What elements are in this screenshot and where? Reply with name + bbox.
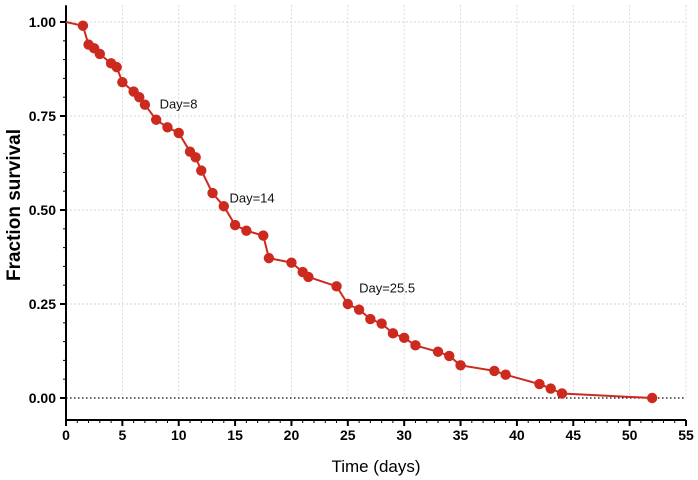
x-tick-label: 0 xyxy=(62,427,70,443)
data-point xyxy=(646,392,658,404)
y-tick-label: 1.00 xyxy=(29,14,56,30)
x-tick-label: 45 xyxy=(565,427,581,443)
data-point xyxy=(500,369,511,380)
data-point xyxy=(387,328,399,339)
data-point xyxy=(455,360,466,371)
x-tick-label: 40 xyxy=(509,427,525,443)
data-point xyxy=(207,187,218,199)
data-point xyxy=(534,378,545,390)
data-point xyxy=(444,350,455,362)
data-point xyxy=(117,76,128,88)
data-point xyxy=(556,388,568,399)
data-point xyxy=(545,383,556,394)
data-point xyxy=(150,114,162,125)
x-tick-label: 35 xyxy=(453,427,469,443)
data-point xyxy=(111,61,122,73)
data-point xyxy=(263,252,275,264)
x-tick-label: 30 xyxy=(396,427,412,443)
data-point xyxy=(196,165,207,176)
data-point xyxy=(77,20,89,31)
x-tick-label: 20 xyxy=(284,427,300,443)
data-point xyxy=(134,92,145,103)
y-tick-label: 0.00 xyxy=(29,390,56,406)
data-point xyxy=(173,127,184,139)
y-tick-label: 0.25 xyxy=(29,296,56,312)
x-axis-title: Time (days) xyxy=(331,457,420,476)
data-point xyxy=(286,257,297,268)
x-tick-label: 10 xyxy=(171,427,187,443)
y-tick-label: 0.50 xyxy=(29,202,56,218)
data-point xyxy=(190,152,201,163)
grid-lines xyxy=(66,5,687,398)
annotations: Day=8 Day=14 Day=25.5 xyxy=(160,96,416,295)
data-point xyxy=(432,346,444,357)
annotation-label: Day=8 xyxy=(160,96,198,111)
axes xyxy=(65,5,686,421)
data-point xyxy=(376,318,387,329)
annotation-label: Day=14 xyxy=(229,190,274,205)
data-point xyxy=(303,271,314,283)
y-tick-label: 0.75 xyxy=(29,108,56,124)
data-point xyxy=(365,313,376,325)
data-point xyxy=(342,298,354,310)
annotation-label: Day=25.5 xyxy=(359,281,415,296)
data-series xyxy=(65,20,658,404)
data-point xyxy=(398,332,410,344)
data-point xyxy=(229,219,241,231)
ticks: 0 5 10 15 20 25 30 35 40 45 50 55 0.00 0.25 0.50 0.75 1.… xyxy=(29,14,694,443)
data-point xyxy=(162,122,173,133)
data-point xyxy=(139,99,151,110)
data-point xyxy=(331,281,342,292)
data-point xyxy=(258,230,269,241)
data-point xyxy=(241,225,252,236)
data-point xyxy=(353,304,365,315)
data-point xyxy=(489,365,500,377)
x-tick-label: 5 xyxy=(118,427,126,443)
y-axis-title: Fraction survival xyxy=(4,129,25,281)
x-tick-label: 25 xyxy=(340,427,356,443)
data-point xyxy=(94,48,106,60)
data-point xyxy=(410,340,421,351)
x-tick-label: 55 xyxy=(678,427,694,443)
x-tick-label: 15 xyxy=(227,427,243,443)
x-tick-label: 50 xyxy=(622,427,638,443)
data-point xyxy=(218,201,230,212)
